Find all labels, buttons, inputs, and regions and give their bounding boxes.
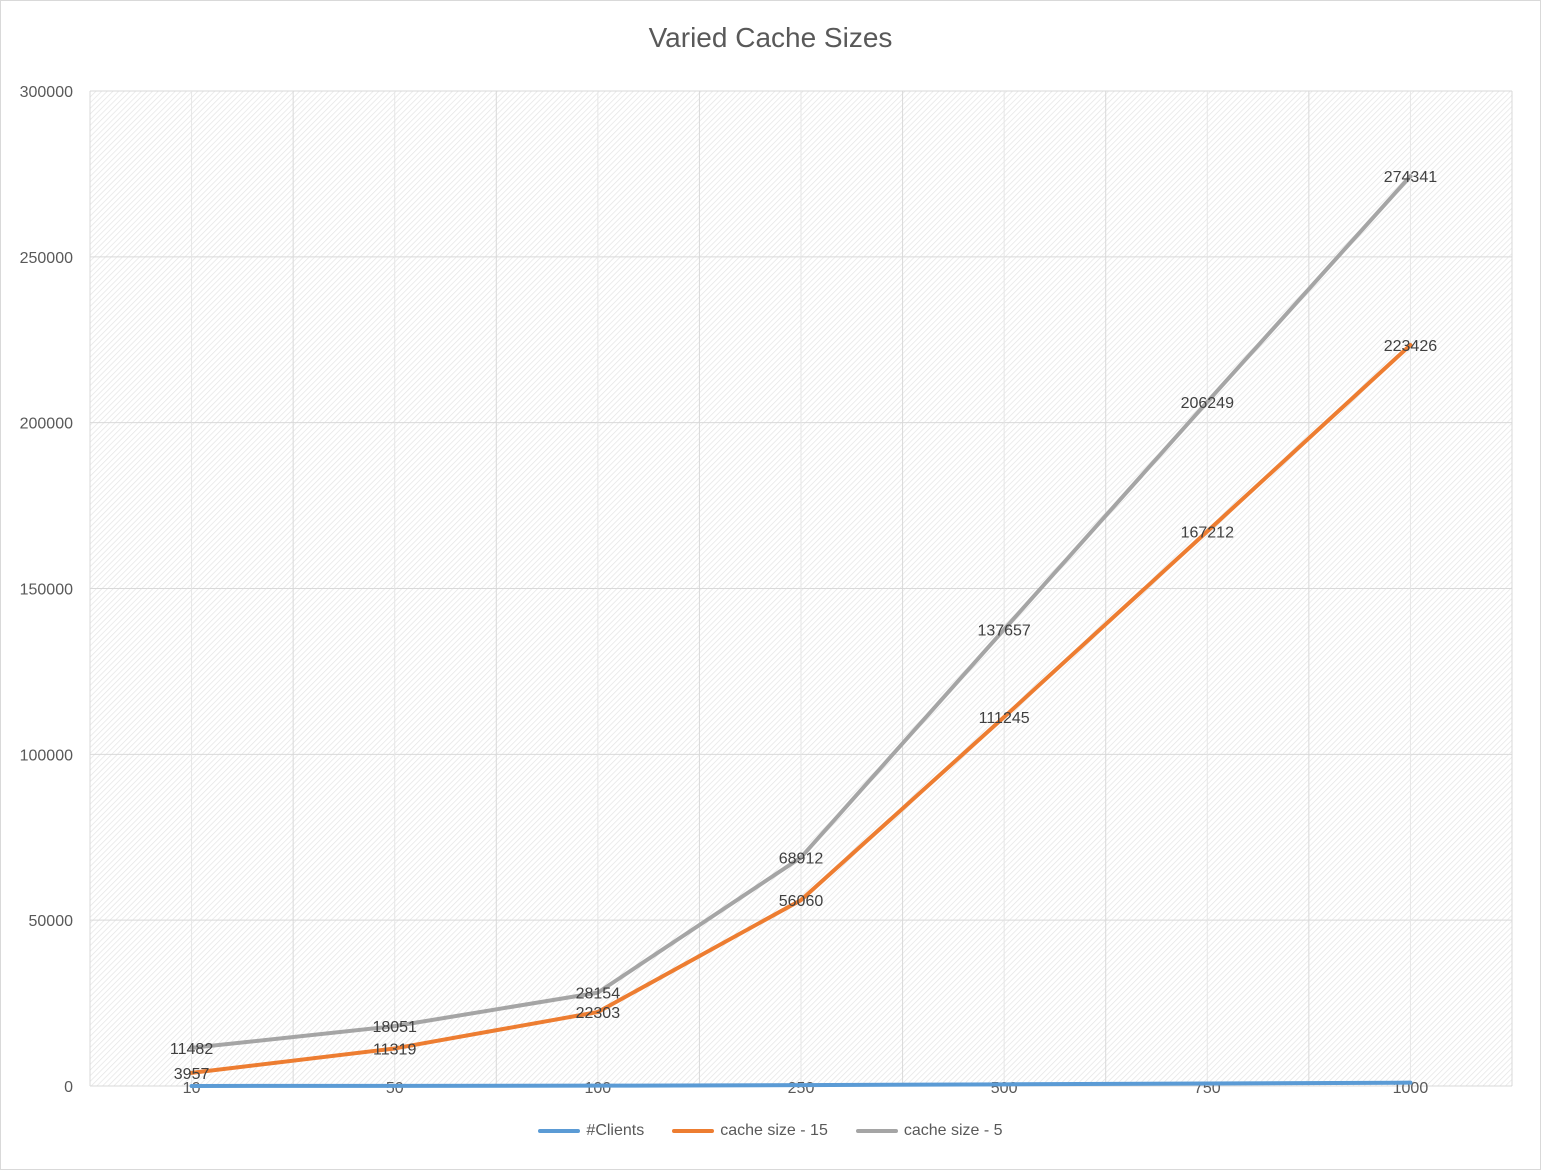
legend-label: cache size - 15 bbox=[720, 1122, 828, 1139]
chart-title: Varied Cache Sizes bbox=[648, 22, 893, 53]
data-label: 11482 bbox=[170, 1041, 213, 1058]
legend-item: #Clients bbox=[538, 1122, 644, 1140]
data-label: 68912 bbox=[779, 850, 824, 867]
data-label: 206249 bbox=[1181, 395, 1234, 412]
data-label: 18051 bbox=[372, 1019, 417, 1036]
data-label: 167212 bbox=[1181, 524, 1234, 541]
data-label: 28154 bbox=[576, 986, 621, 1003]
legend-swatch bbox=[672, 1129, 715, 1133]
y-tick-label: 250000 bbox=[20, 250, 73, 267]
legend-label: #Clients bbox=[586, 1122, 645, 1139]
gridlines bbox=[89, 90, 1513, 1087]
y-tick-label: 300000 bbox=[20, 84, 73, 101]
y-tick-label: 0 bbox=[64, 1079, 73, 1096]
x-tick-label: 250 bbox=[788, 1080, 815, 1097]
data-label: 56060 bbox=[779, 893, 824, 910]
legend-swatch bbox=[538, 1129, 581, 1133]
legend-label: cache size - 5 bbox=[903, 1122, 1003, 1139]
y-tick-label: 200000 bbox=[20, 416, 73, 433]
x-tick-label: 50 bbox=[386, 1080, 404, 1097]
data-label: 111245 bbox=[979, 710, 1030, 727]
data-labels: 3957 11319 22303 56060 111245 167212 223426 114… bbox=[170, 169, 1437, 1083]
y-tick-label: 50000 bbox=[29, 913, 74, 930]
data-label: 137657 bbox=[977, 622, 1030, 639]
y-tick-label: 150000 bbox=[20, 582, 73, 599]
series-lines bbox=[189, 174, 1413, 1088]
y-tick-label: 100000 bbox=[20, 747, 73, 764]
x-tick-label: 100 bbox=[585, 1080, 612, 1097]
legend: #Clients cache size - 15 cache size - 5 bbox=[0, 1122, 1541, 1140]
legend-item: cache size - 5 bbox=[855, 1122, 1003, 1140]
data-label: 274341 bbox=[1384, 169, 1437, 186]
data-label: 3957 bbox=[174, 1066, 210, 1083]
data-label: 11319 bbox=[373, 1041, 416, 1058]
legend-item: cache size - 15 bbox=[672, 1122, 828, 1140]
data-label: 22303 bbox=[576, 1005, 621, 1022]
legend-swatch bbox=[855, 1129, 898, 1133]
data-label: 223426 bbox=[1384, 338, 1437, 355]
